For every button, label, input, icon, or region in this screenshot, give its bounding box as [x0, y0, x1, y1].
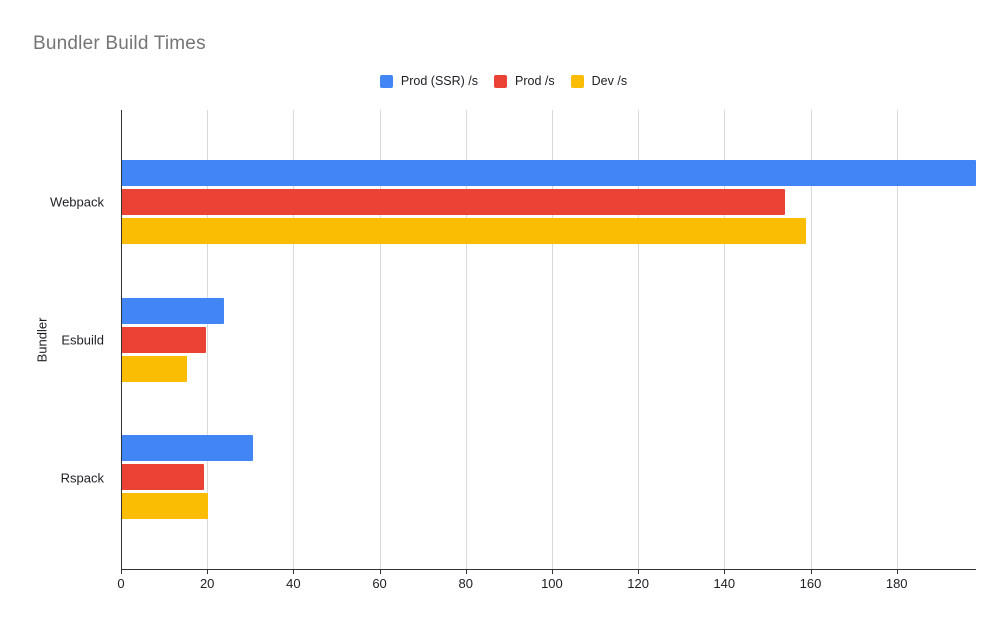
x-gridline: [551, 110, 553, 569]
x-tick-mark: [551, 569, 553, 574]
x-tick-mark: [896, 569, 898, 574]
x-gridline: [638, 110, 640, 569]
x-tick-label: 0: [117, 576, 125, 591]
y-axis-line: [121, 110, 122, 569]
bar-esbuild-devs: [122, 355, 187, 382]
x-gridline: [810, 110, 812, 569]
bar-webpack-prodssrs: [122, 159, 976, 186]
legend-label: Prod (SSR) /s: [400, 74, 479, 88]
legend-item: Prod (SSR) /s: [379, 74, 479, 88]
bar-group-rspack: [122, 435, 976, 520]
x-tick-mark: [379, 569, 381, 574]
bar-group-esbuild: [122, 297, 976, 382]
bar-webpack-prods: [122, 188, 785, 215]
x-tick-mark: [638, 569, 640, 574]
x-tick-mark: [293, 569, 295, 574]
x-gridline: [293, 110, 295, 569]
x-tick-label: 60: [372, 576, 387, 591]
plot-area: 0 20 40 60 80 100 120 140 160 180: [117, 110, 976, 591]
chart-title: Bundler Build Times: [33, 33, 206, 54]
x-tick-mark: [724, 569, 726, 574]
bar-rspack-prodssrs: [122, 435, 254, 462]
category-label-rspack: Rspack: [60, 470, 104, 486]
legend-item: Prod /s: [494, 74, 555, 88]
x-tick-mark: [207, 569, 209, 574]
legend-item: Dev /s: [570, 74, 628, 88]
legend-label: Dev /s: [591, 74, 628, 88]
x-tick-label: 100: [541, 576, 563, 591]
x-gridline: [207, 110, 209, 569]
x-gridline: [724, 110, 726, 569]
bar-webpack-devs: [122, 217, 807, 244]
x-tick-mark: [121, 569, 122, 574]
x-tick-label: 20: [199, 576, 215, 591]
legend-swatch-icon: [494, 74, 508, 88]
x-tick-mark: [810, 569, 812, 574]
x-tick-label: 80: [458, 576, 473, 591]
legend-swatch-icon: [570, 74, 584, 88]
x-tick-mark: [465, 569, 467, 574]
category-label-webpack: Webpack: [50, 194, 104, 210]
bar-esbuild-prodssrs: [122, 297, 224, 324]
x-gridline: [896, 110, 898, 569]
category-label-esbuild: Esbuild: [61, 332, 104, 348]
x-tick-label: 40: [286, 576, 301, 591]
x-tick-label: 140: [713, 576, 736, 591]
x-tick-label: 160: [799, 576, 822, 591]
bar-esbuild-prods: [122, 326, 206, 353]
bar-rspack-devs: [122, 493, 209, 520]
x-gridline: [379, 110, 381, 569]
legend-swatch-icon: [379, 74, 393, 88]
bar-group-webpack: [122, 159, 976, 244]
x-tick-label: 120: [627, 576, 649, 591]
x-gridline: [465, 110, 467, 569]
legend-label: Prod /s: [515, 74, 555, 88]
legend: Prod (SSR) /s Prod /s Dev /s: [0, 72, 1007, 90]
chart-area: Bundler 0 20 40 60 80 100 120 140 160 180 Webpack…: [0, 110, 1007, 591]
bar-rspack-prods: [122, 464, 204, 491]
x-tick-label: 180: [885, 576, 908, 591]
